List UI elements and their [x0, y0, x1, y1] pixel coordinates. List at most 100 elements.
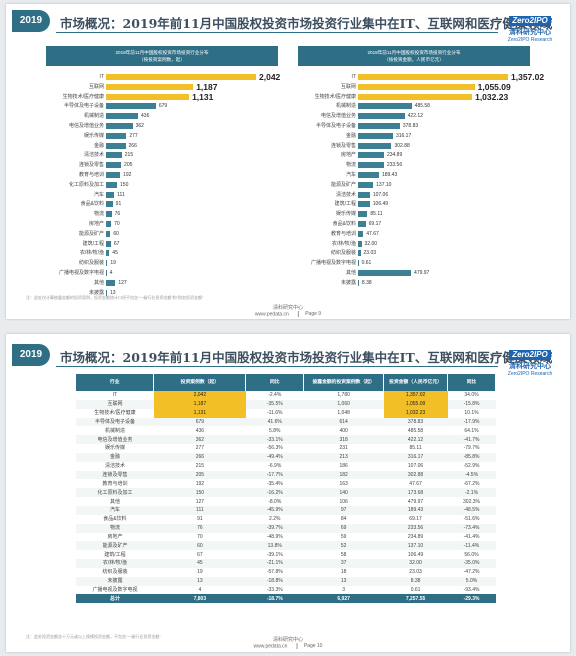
table-cell: 连锁及零售: [76, 470, 154, 480]
table-cell: -93.4%: [463, 586, 480, 593]
bar-category-label: 互联网: [88, 83, 104, 90]
table-cell: 231: [339, 445, 348, 452]
table-cell: 1,060: [303, 399, 384, 409]
bar-row: 半导体及电子设备 378.83: [298, 121, 530, 131]
table-cell: 23.03: [409, 569, 422, 576]
logo-mark: Zero2IPO: [509, 350, 551, 360]
bar-value-label: 1,032.23: [475, 91, 509, 102]
table-cell: 其他: [109, 498, 120, 505]
table-cell: -56.3%: [266, 445, 283, 452]
bar-category-label: 纺织及服装: [78, 260, 104, 267]
bar-value-label: 13: [109, 289, 116, 296]
table-cell: 614: [303, 417, 384, 427]
bar-value-label: 679: [158, 103, 168, 110]
bar-category-label: 未披露: [340, 279, 356, 286]
table-cell: -41.7%: [447, 435, 496, 445]
table-cell: 1,357.02: [383, 391, 448, 400]
bar: [106, 201, 113, 208]
table-cell: 137.10: [383, 541, 448, 551]
table-cell: 1,055.09: [383, 399, 448, 409]
table-cell: 32.00: [383, 559, 448, 568]
bar-category-label: 未披露: [88, 289, 104, 296]
bar-value-label: 205: [124, 162, 133, 169]
bar-category-label: 建筑/工程: [334, 201, 356, 208]
bar-category-label: 农/林/牧/渔: [331, 240, 356, 247]
bar-category-label: 教育与培训: [78, 172, 104, 178]
bar-row: 电信及增值业务 362: [46, 121, 278, 131]
bar-value-label: 1,187: [196, 81, 218, 92]
table-row: 金融 266 -49.4% 213 316.17 -85.8%: [76, 452, 496, 462]
table-cell: 5.8%: [269, 427, 281, 434]
table-cell: -35.5%: [245, 399, 304, 409]
table-cell: 316.17: [383, 452, 448, 462]
table-cell: 378.83: [383, 417, 448, 427]
year-badge: 2019: [12, 10, 50, 32]
bar: [358, 260, 359, 267]
table-cell: 107.06: [407, 463, 424, 470]
bar-value-label: 215: [124, 152, 134, 159]
bar: [358, 172, 379, 178]
bar: [358, 250, 361, 257]
table-row: 化工原料及加工 150 -16.2% 140 173.68 -2.1%: [76, 488, 496, 498]
bar-category-label: 清洁技术: [83, 152, 104, 159]
slide-page-10: 2019 市场概况：2019年前11月中国股权投资市场投资行业集中在IT、互联网…: [6, 334, 570, 652]
bar: [106, 172, 121, 178]
bar-category-label: 其他: [93, 279, 104, 286]
table-cell: 106.49: [407, 551, 424, 558]
bar: [358, 103, 412, 110]
table-cell: -79.7%: [463, 445, 480, 452]
zero2ipo-logo: Zero2IPO 清科研究中心 Zero2IPO Research: [504, 344, 556, 377]
table-cell: 479.97: [407, 498, 424, 505]
bar-value-label: 91: [115, 201, 122, 208]
table-cell: 59: [340, 533, 347, 540]
table-cell: -2.1%: [447, 488, 496, 498]
table-cell: 52: [303, 541, 384, 551]
table-cell: -18.7%: [245, 594, 304, 604]
bar: [358, 191, 370, 198]
bar: [106, 260, 108, 267]
table-cell: 1,187: [153, 399, 246, 409]
bar-value-label: 422.12: [407, 113, 423, 120]
table-cell: 纺织及服装: [102, 569, 128, 576]
bar-category-label: 半导体及电子设备: [63, 103, 104, 110]
chart-title-line-2: （按投资金额，人民币亿元）: [384, 57, 444, 62]
table-row: 房地产 70 -48.9% 59 234.89 -41.4%: [76, 533, 496, 542]
bar-row: 物流 233.56: [298, 160, 530, 170]
bar-category-label: 教育与培训: [330, 230, 356, 237]
bar-category-label: 电信及增值业务: [320, 113, 356, 120]
table-cell: 266: [153, 452, 246, 462]
table-row: 生物技术/医疗健康 1,131 -11.6% 1,048 1,032.23 10.1%: [76, 408, 496, 418]
bar-category-label: 房地产: [340, 152, 356, 159]
bar-category-label: 连锁及零售: [78, 162, 104, 169]
table-cell: 1,131: [153, 408, 246, 418]
bar: [106, 279, 116, 286]
table-cell: -48.5%: [447, 505, 496, 515]
table-row: 建筑/工程 67 -39.1% 58 106.49 56.0%: [76, 550, 496, 559]
bar: [106, 152, 122, 159]
table-cell: 205: [153, 470, 246, 480]
table-row: IT 2,042 -2.4% 1,780 1,357.02 34.0%: [76, 391, 496, 400]
bar-value-label: 19: [110, 260, 116, 267]
table-cell: 10.1%: [464, 410, 479, 417]
bar-category-label: 机械制造: [335, 103, 356, 110]
table-cell: 食品&饮料: [103, 516, 127, 523]
table-cell: 互联网: [76, 399, 154, 409]
bar-row: 半导体及电子设备 679: [46, 101, 278, 111]
bar-value-label: 362: [135, 123, 144, 129]
table-row: 教育与培训 192 -35.4% 163 47.67 -67.2%: [76, 479, 496, 488]
bar-value-label: 1,357.02: [511, 72, 545, 82]
footer-org: 清科研究中心 www.pedata.cn: [254, 637, 303, 649]
table-cell: 总计: [76, 594, 154, 604]
table-cell: 127: [195, 498, 205, 505]
table-cell: -11.6%: [267, 410, 283, 417]
table-row: 物流 76 -39.7% 69 233.56 -73.4%: [76, 523, 496, 533]
table-row: 电信及增值业务 362 -33.1% 318 422.12 -41.7%: [76, 435, 496, 445]
bar-row: 农/林/牧/渔 45: [46, 248, 278, 258]
bar-category-label: 广播电视及数字电视: [58, 270, 104, 276]
bar: [358, 93, 473, 100]
bar-row: 能源及矿产 137.10: [298, 180, 530, 190]
bar-category-label: 娱乐传媒: [335, 211, 356, 218]
bar-value-label: 234.89: [386, 152, 403, 159]
bar-value-label: 302.88: [394, 142, 410, 149]
bar-value-label: 266: [128, 142, 137, 149]
